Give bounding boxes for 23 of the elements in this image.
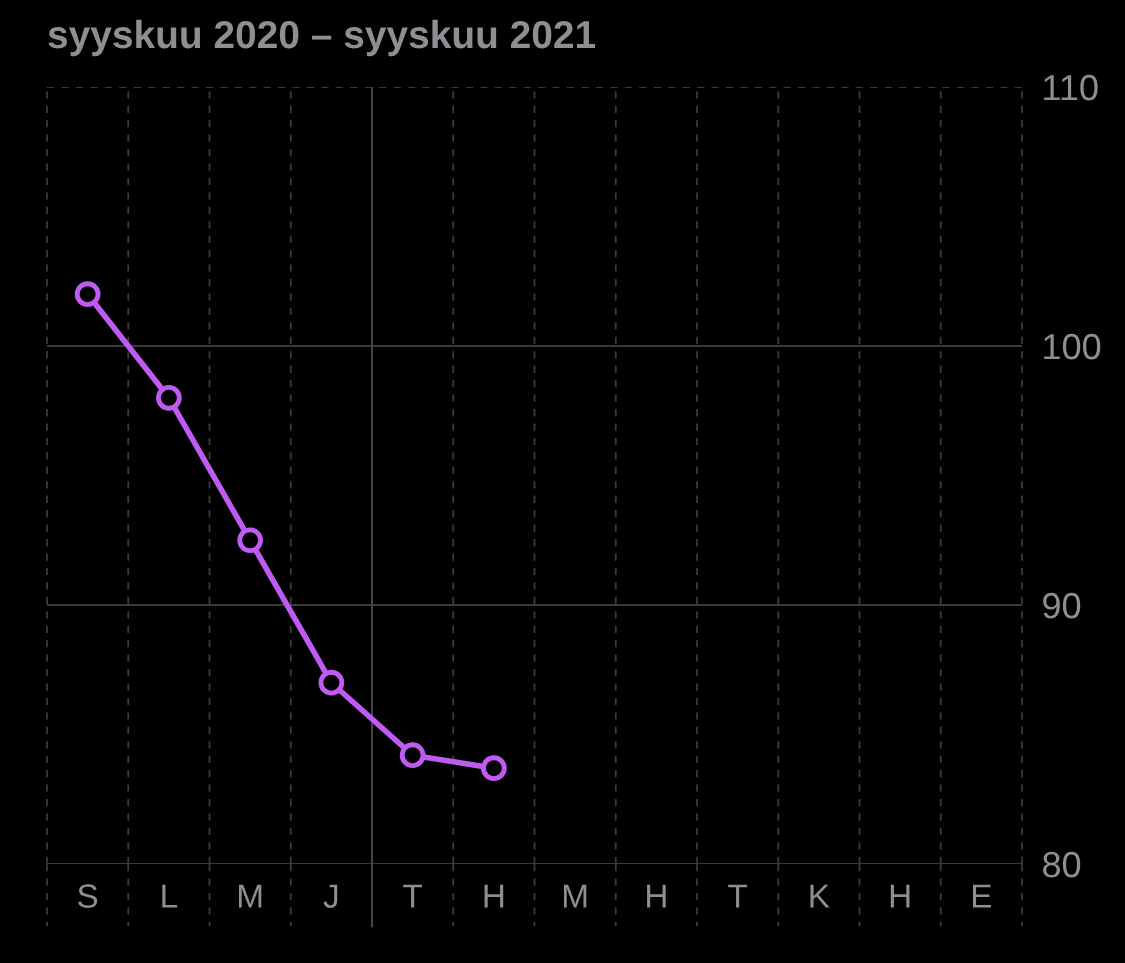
- x-tick-label: T: [403, 884, 423, 908]
- x-tick-label: L: [162, 884, 178, 908]
- x-tick-label: S: [78, 884, 98, 908]
- x-tick-label: H: [484, 884, 504, 908]
- x-tick-label: M: [238, 884, 262, 908]
- point: [237, 527, 263, 554]
- point: [318, 669, 345, 696]
- chart-title: syyskuu 2020 – syyskuu 2021: [48, 19, 596, 57]
- y-tick-label: 110: [1044, 74, 1098, 101]
- x-tick-label: H: [890, 884, 910, 908]
- x-tick-label: H: [647, 884, 666, 908]
- x-tick-label: K: [810, 884, 830, 908]
- point: [481, 755, 507, 782]
- point: [74, 281, 101, 308]
- y-tick-label: 80: [1043, 851, 1081, 878]
- y-tick-label: 100: [1044, 333, 1101, 360]
- x-tick-label: E: [972, 884, 992, 908]
- point: [399, 742, 426, 769]
- y-tick-label: 90: [1043, 592, 1081, 619]
- x-tick-label: M: [563, 884, 587, 908]
- x-tick-label: J: [323, 884, 338, 908]
- point: [156, 384, 182, 411]
- x-tick-label: T: [728, 884, 748, 908]
